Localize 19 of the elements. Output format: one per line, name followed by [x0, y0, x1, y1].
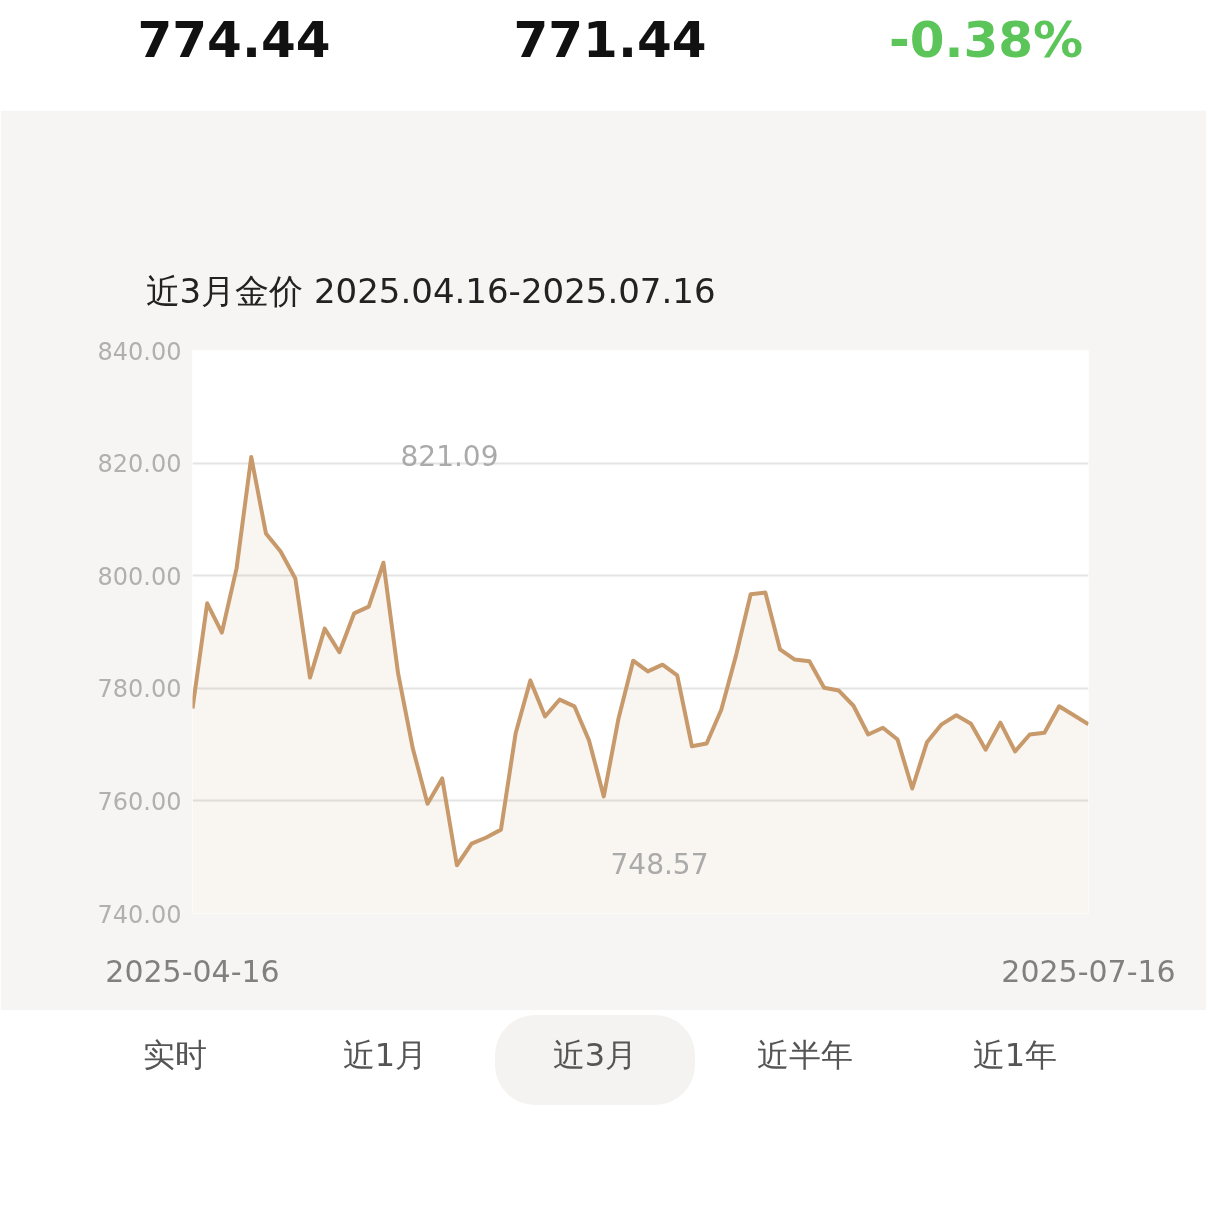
annotation: 748.57 — [610, 848, 709, 881]
annotation: 821.09 — [400, 440, 499, 473]
x-tick-label: 2025-07-16 — [1001, 953, 1176, 989]
text: -0.38% — [888, 10, 1084, 71]
text: 771.44 — [513, 10, 707, 71]
text: 774.44 — [137, 10, 331, 71]
text: 近3月 — [552, 1035, 638, 1076]
y-tick-label: 800.00 — [97, 562, 182, 591]
x-tick-label: 2025-04-16 — [105, 953, 280, 989]
y-tick-label: 740.00 — [97, 900, 182, 929]
text: 近1月 — [342, 1035, 428, 1076]
y-tick-label: 760.00 — [97, 787, 182, 816]
text: 近1年 — [972, 1035, 1058, 1076]
text: 实时 — [143, 1035, 207, 1076]
y-tick-label: 840.00 — [97, 337, 182, 366]
y-tick-label: 780.00 — [97, 675, 182, 704]
text: 近半年 — [757, 1035, 853, 1076]
y-tick-label: 820.00 — [97, 450, 182, 479]
chart-title: 近3月金价 2025.04.16-2025.07.16 — [145, 270, 716, 311]
